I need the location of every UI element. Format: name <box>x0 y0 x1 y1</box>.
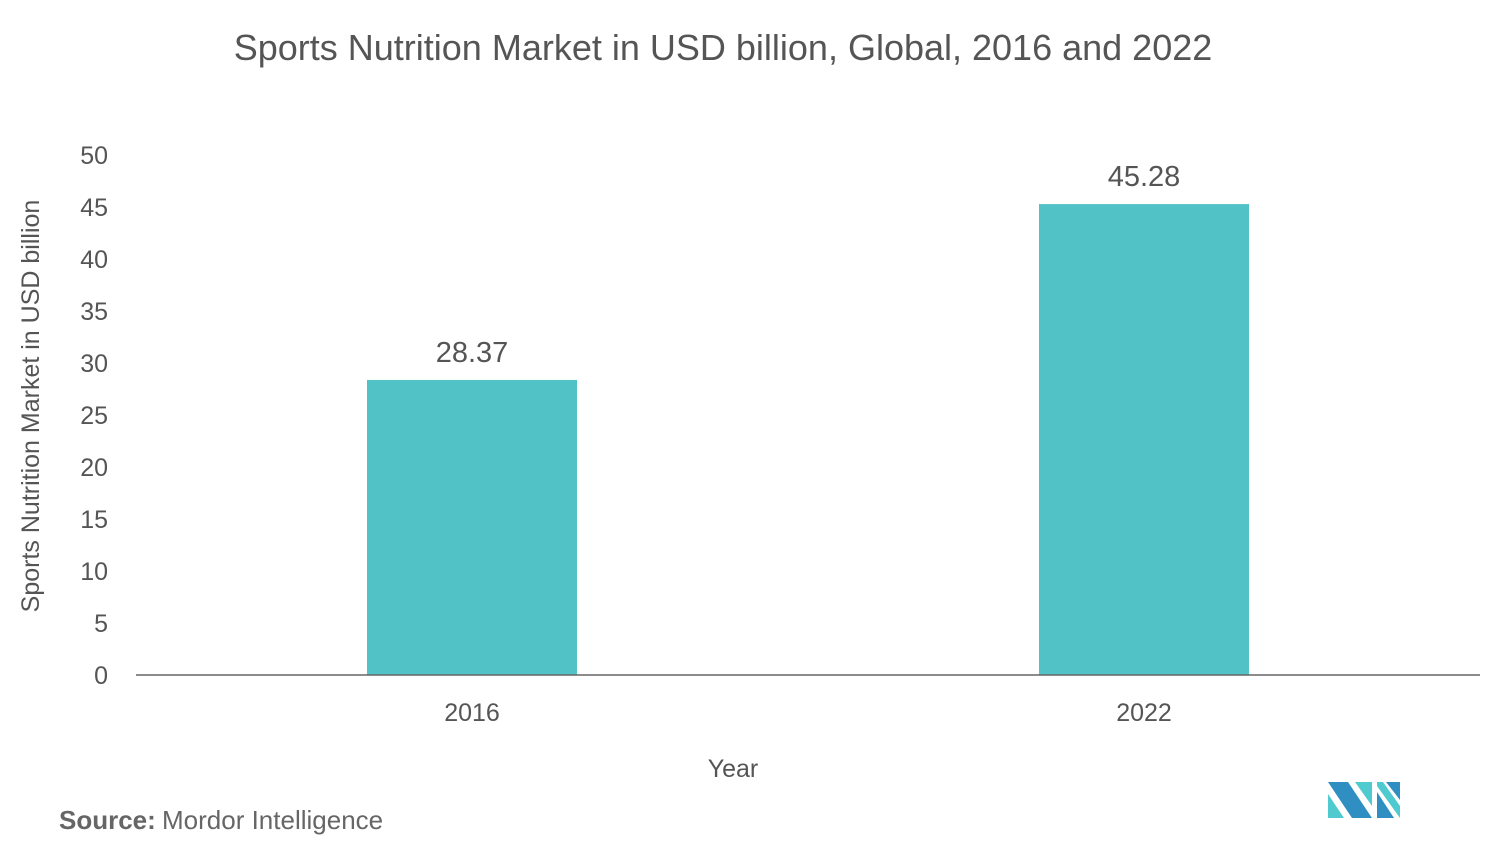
y-axis-label: Sports Nutrition Market in USD billion <box>17 200 45 613</box>
data-label: 28.37 <box>436 337 509 369</box>
x-tick-label: 2016 <box>444 699 500 727</box>
y-tick-label: 35 <box>80 298 108 326</box>
source-text: Mordor Intelligence <box>162 805 383 835</box>
y-tick-label: 45 <box>80 194 108 222</box>
x-tick-label: 2022 <box>1116 699 1172 727</box>
y-tick-label: 10 <box>80 558 108 586</box>
y-tick-label: 25 <box>80 402 108 430</box>
bar-2022 <box>1039 204 1249 675</box>
y-tick-label: 20 <box>80 454 108 482</box>
y-tick-label: 30 <box>80 350 108 378</box>
y-tick-label: 0 <box>94 662 108 690</box>
data-label: 45.28 <box>1108 161 1181 193</box>
y-tick-label: 15 <box>80 506 108 534</box>
bar-2016 <box>367 379 577 675</box>
y-tick-label: 50 <box>80 142 108 170</box>
x-axis-label: Year <box>708 755 759 783</box>
source-label: Source: <box>59 805 156 835</box>
chart-title: Sports Nutrition Market in USD billion, … <box>234 27 1213 68</box>
y-tick-label: 40 <box>80 246 108 274</box>
mordor-intelligence-logo <box>1328 782 1400 818</box>
y-tick-label: 5 <box>94 610 108 638</box>
